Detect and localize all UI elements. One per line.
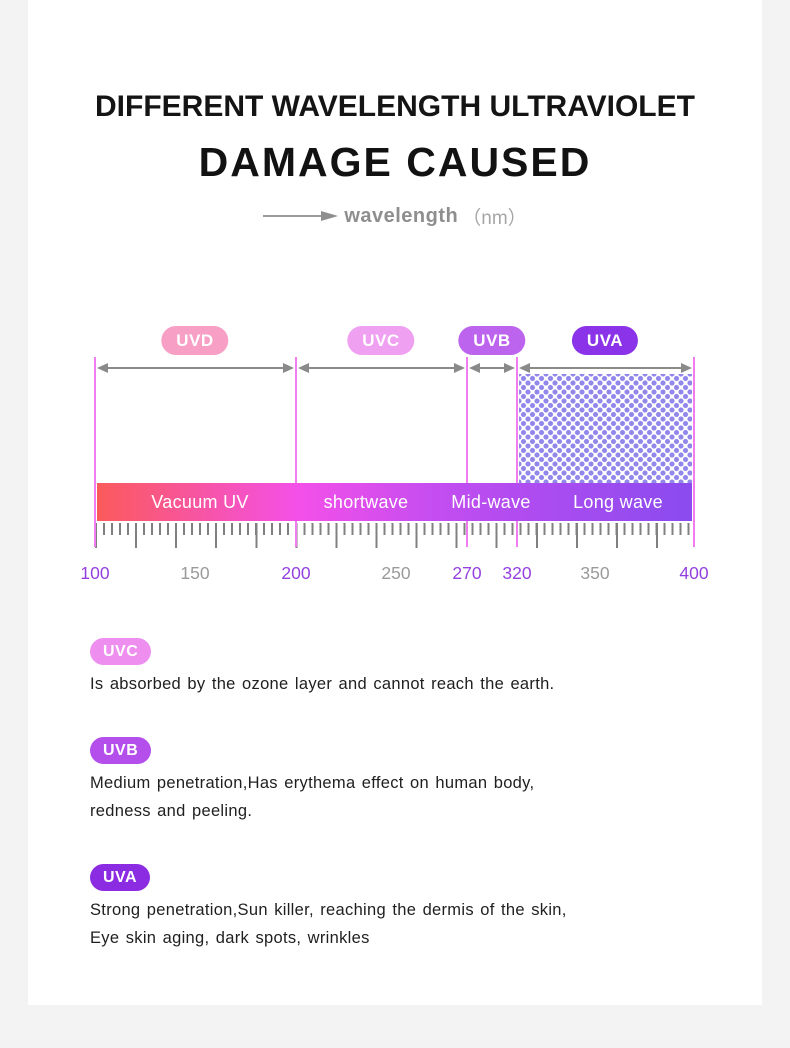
tick-label-270: 270 [452,563,482,583]
tick-label-320: 320 [502,563,532,583]
band-badge-uva: UVA [571,326,639,355]
boundary-line-200nm [295,357,297,547]
bar-segment-label-long-wave: Long wave [573,492,663,512]
spectrum-gradient-bar: Vacuum UV shortwave Mid-wave Long wave [97,483,692,521]
tick-label-250: 250 [381,563,411,583]
section-text-uvb: Medium penetration,Has erythema effect o… [90,774,535,820]
arrowhead-left-icon [298,363,309,373]
tick-label-150: 150 [180,563,210,583]
section-text-uva: Strong penetration,Sun killer, reaching … [90,901,567,947]
arrowhead-left-icon [519,363,530,373]
tick-label-100: 100 [80,563,110,583]
section-text-uvc: Is absorbed by the ozone layer and canno… [90,675,555,693]
arrowhead-right-icon [454,363,465,373]
range-arrow-uva [519,362,692,374]
boundary-line-100nm [94,357,96,547]
main-title: DIFFERENT WAVELENGTH ULTRAVIOLET [95,90,695,123]
range-arrow-uvd [97,362,294,374]
wavelength-axis-label: wavelength [344,204,459,227]
tick-label-350: 350 [580,563,610,583]
arrowhead-left-icon [469,363,480,373]
range-arrow-uvb [469,362,515,374]
wavelength-arrow-icon [321,211,339,221]
bar-segment-label-mid-wave: Mid-wave [451,492,531,512]
arrowhead-right-icon [681,363,692,373]
tick-label-400: 400 [679,563,709,583]
boundary-line-270nm [466,357,468,547]
section-badge-uvb: UVB [90,737,152,764]
bar-segment-label-shortwave: shortwave [323,492,409,512]
band-badge-uvd: UVD [161,326,229,355]
arrowhead-right-icon [504,363,515,373]
boundary-line-400nm [693,357,695,547]
section-badge-uva: UVA [90,864,151,891]
wavelength-axis-header: wavelength （nm） [28,204,762,229]
bar-segment-label-vacuum-uv: Vacuum UV [151,492,249,512]
ruler-short-ticks [95,523,696,535]
range-arrow-uvc [298,362,465,374]
content-card: DIFFERENT WAVELENGTH ULTRAVIOLET DAMAGE … [28,0,762,1005]
tick-label-200: 200 [281,563,311,583]
arrowhead-right-icon [283,363,294,373]
wavelength-ruler [95,523,696,548]
band-badge-uvc: UVC [347,326,415,355]
boundary-line-320nm [516,357,518,547]
uva-hatched-region [519,374,692,483]
subtitle: DAMAGE CAUSED [198,139,592,185]
arrowhead-left-icon [97,363,108,373]
section-badge-uvc: UVC [90,638,152,665]
wavelength-arrow-line [263,215,322,217]
wavelength-axis-unit: （nm） [462,207,527,229]
band-badge-uvb: UVB [458,326,526,355]
